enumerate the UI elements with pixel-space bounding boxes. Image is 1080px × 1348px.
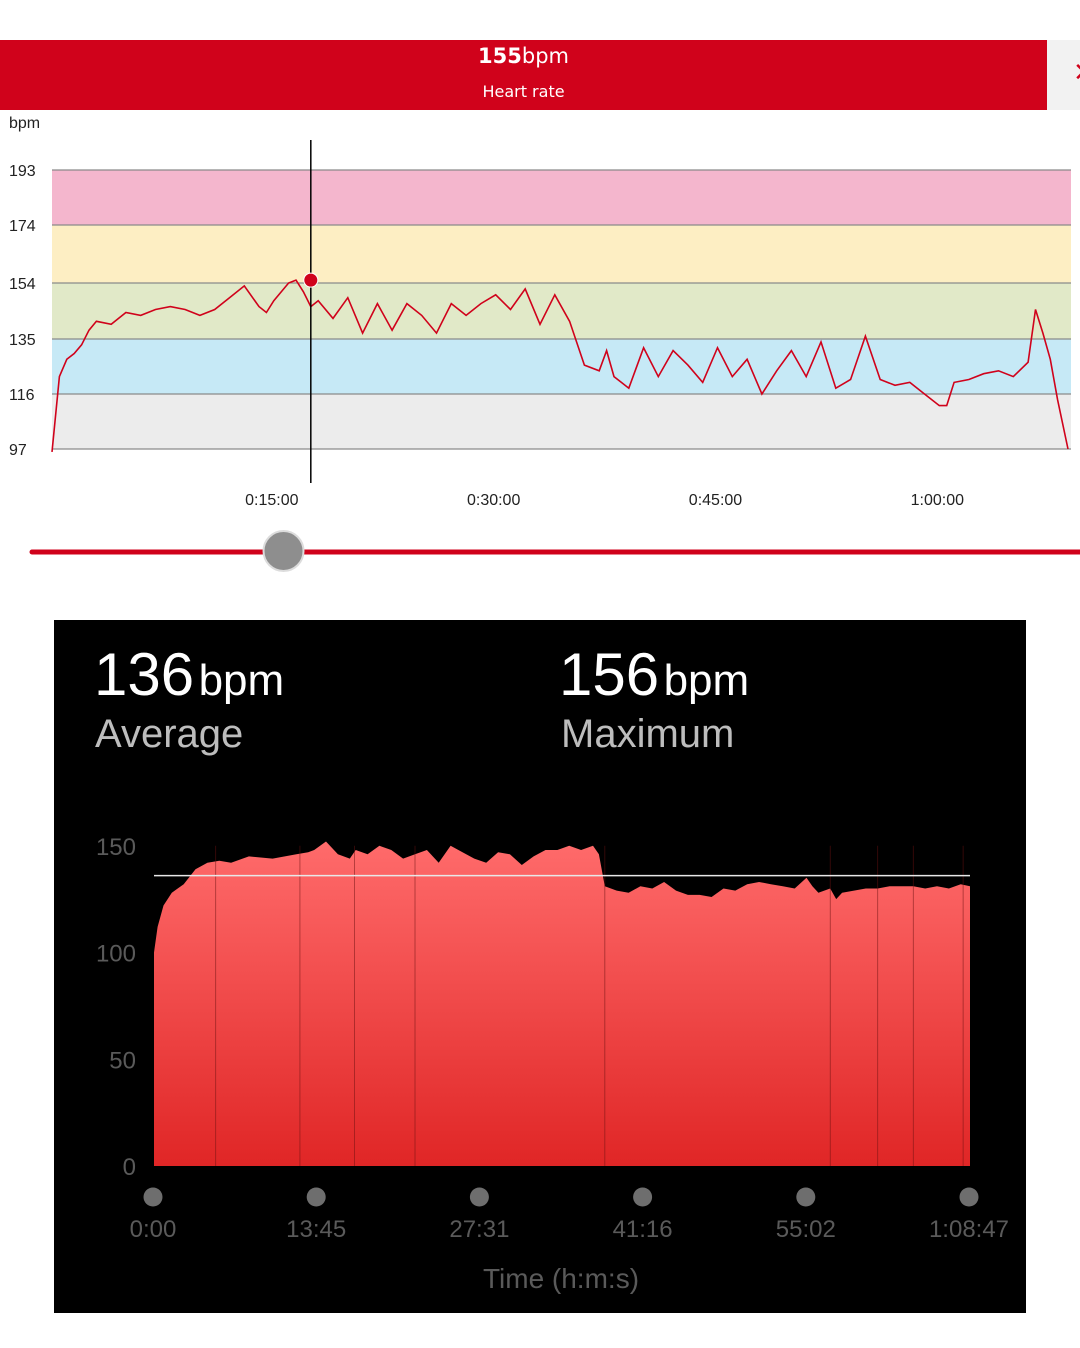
time-slider-handle[interactable]	[262, 530, 305, 572]
heart-rate-zone-band	[52, 283, 1071, 339]
heart-rate-zone-band	[52, 225, 1071, 283]
average-unit: bpm	[198, 656, 285, 705]
maximum-label: Maximum	[561, 712, 735, 756]
x-tick-dot	[796, 1187, 816, 1207]
current-value: 155bpm	[0, 43, 1047, 69]
y-tick-label: 174	[9, 218, 36, 235]
x-tick-label: 27:31	[449, 1216, 509, 1243]
close-icon[interactable]: ✕	[1073, 58, 1080, 88]
heart-rate-area-chart: 150 100 50 0 0:00 13:45 27:31 41:16 55:02 1:08:4…	[96, 834, 1009, 1294]
y-tick-label: 50	[109, 1047, 136, 1074]
x-tick-dot	[959, 1187, 979, 1207]
x-axis-label: Time (h:m:s)	[483, 1263, 639, 1294]
heart-rate-zone-band	[52, 339, 1071, 394]
y-tick-label: 116	[9, 387, 35, 404]
y-tick-label: 100	[96, 941, 136, 968]
workout-heart-rate-panel: 150 100 50 0 0:00 13:45 27:31 41:16 55:02 1:08:4…	[54, 620, 1026, 1313]
y-tick-label: 150	[96, 834, 136, 861]
header-label: Heart rate	[482, 82, 565, 101]
y-tick-label: 154	[9, 276, 36, 293]
heart-rate-area	[154, 841, 970, 1166]
x-tick-label: 0:30:00	[467, 492, 520, 509]
heart-rate-zone-band	[52, 170, 1071, 225]
maximum-value: 156	[559, 641, 660, 708]
x-tick-label: 0:45:00	[689, 492, 742, 509]
close-button[interactable]: ✕	[1047, 40, 1080, 110]
x-tick-label: 1:08:47	[929, 1216, 1009, 1243]
average-value: 136	[94, 641, 195, 708]
heart-rate-header: 155bpm Heart rate	[0, 40, 1047, 110]
x-tick-label: 41:16	[613, 1216, 673, 1243]
x-tick-dot	[469, 1187, 489, 1207]
y-tick-label: 193	[9, 163, 36, 180]
x-tick-dot	[143, 1187, 163, 1207]
y-tick-label: 97	[9, 442, 27, 459]
x-tick-label: 0:00	[130, 1216, 177, 1243]
y-tick-label: 0	[123, 1154, 136, 1181]
x-tick-dot	[306, 1187, 326, 1207]
maximum-stat: 156 bpm	[559, 640, 749, 709]
x-tick-dot	[633, 1187, 653, 1207]
x-tick-label: 1:00:00	[911, 492, 964, 509]
current-value-unit: bpm	[521, 44, 569, 68]
x-tick-label: 55:02	[776, 1216, 836, 1243]
heart-rate-line	[51, 279, 1069, 452]
current-value-number: 155	[478, 44, 522, 68]
maximum-unit: bpm	[663, 656, 750, 705]
heart-rate-zone-chart[interactable]: bpm 193 174 154 135 116 97 0:15:00 0:30:00 0:45…	[0, 110, 1080, 590]
average-stat: 136 bpm	[94, 640, 284, 709]
y-axis-unit-label: bpm	[9, 115, 40, 132]
selected-point-marker[interactable]	[303, 272, 319, 288]
heart-rate-zone-band	[52, 394, 1071, 449]
x-tick-label: 0:15:00	[245, 492, 298, 509]
average-label: Average	[95, 712, 244, 756]
y-tick-label: 135	[9, 332, 36, 349]
x-tick-label: 13:45	[286, 1216, 346, 1243]
